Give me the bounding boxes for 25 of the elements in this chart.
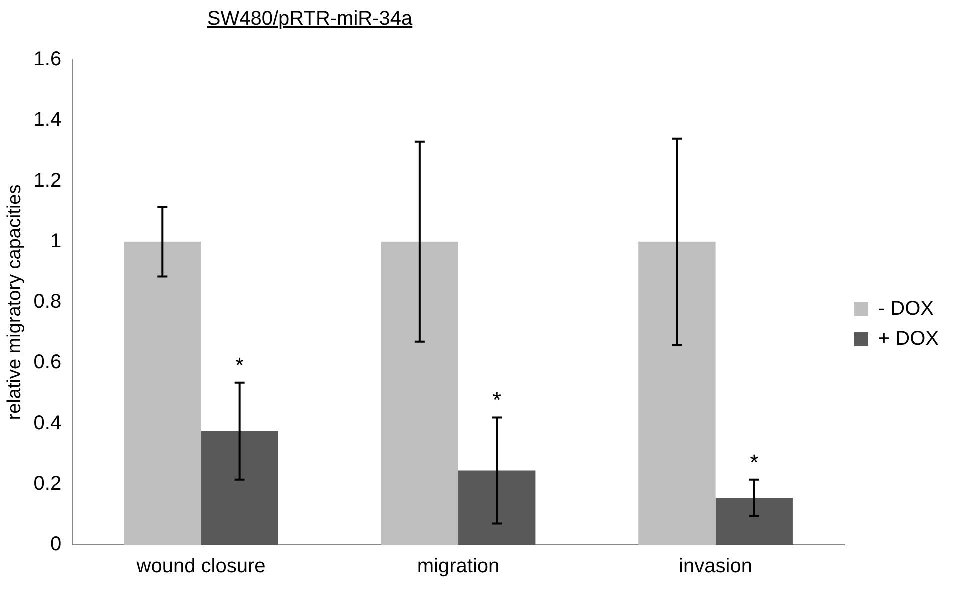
legend-label: - DOX: [878, 298, 934, 320]
bar: [381, 242, 459, 545]
legend-label: + DOX: [878, 328, 939, 350]
y-axis-title: relative migratory capacities: [4, 184, 26, 420]
y-tick-label: 0.4: [34, 412, 62, 434]
annotation: *: [492, 388, 502, 413]
bar: [638, 242, 716, 545]
y-tick-label: 0.8: [34, 291, 62, 314]
bar: [124, 242, 202, 545]
bar: [201, 431, 278, 545]
chart-title: SW480/pRTR-miR-34a: [206, 8, 414, 31]
y-tick-label: 0.2: [34, 472, 62, 495]
x-tick-label: migration: [417, 556, 500, 578]
y-tick-label: 1.6: [34, 48, 62, 71]
y-tick-label: 1: [50, 230, 62, 252]
y-tick-label: 0: [50, 534, 62, 556]
y-tick-label: 1.2: [34, 170, 62, 192]
annotation: *: [236, 352, 245, 378]
y-tick-label: 1.4: [34, 109, 62, 132]
annotation: *: [750, 450, 760, 475]
y-tick-label: 0.6: [34, 352, 62, 374]
bar: [458, 470, 536, 545]
x-tick-label: wound closure: [136, 556, 266, 578]
x-tick-label: invasion: [679, 556, 752, 578]
bar: [716, 498, 793, 545]
